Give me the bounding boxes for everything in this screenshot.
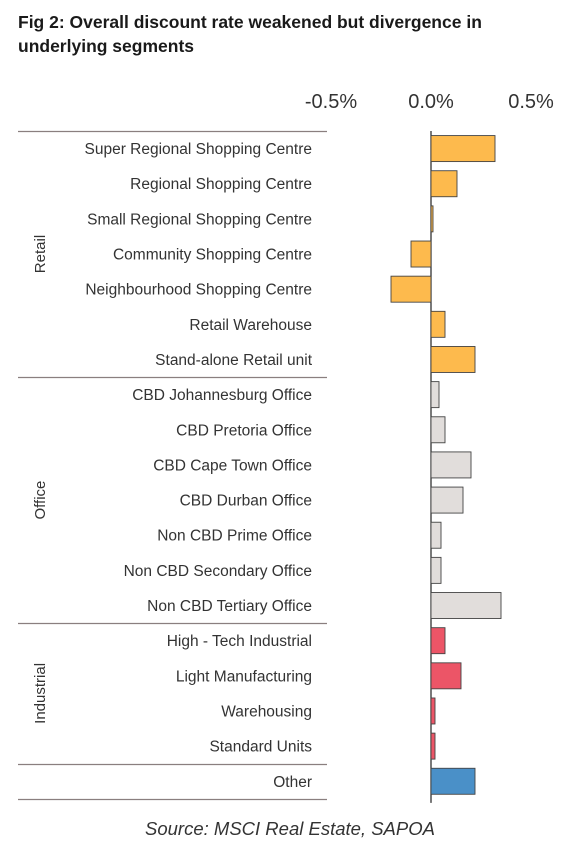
bar	[430, 521, 442, 549]
bar	[430, 556, 442, 584]
category-label: Community Shopping Centre	[113, 247, 312, 264]
bar	[430, 627, 446, 655]
bar	[430, 697, 436, 725]
source-note: Source: MSCI Real Estate, SAPOA	[145, 818, 435, 839]
bar	[410, 240, 432, 268]
bar	[430, 416, 446, 444]
category-label: CBD Durban Office	[180, 493, 312, 510]
bar	[390, 275, 432, 303]
bar	[430, 346, 476, 373]
bar	[430, 135, 496, 163]
bar	[430, 310, 446, 338]
category-label: CBD Cape Town Office	[153, 457, 312, 474]
category-label: Neighbourhood Shopping Centre	[85, 282, 312, 299]
bar	[430, 381, 440, 409]
category-label: Non CBD Tertiary Office	[147, 598, 312, 615]
x-tick-label: -0.5%	[305, 91, 357, 113]
category-label: Super Regional Shopping Centre	[85, 141, 313, 158]
x-tick-label: 0.0%	[408, 91, 454, 113]
group-label: Retail	[32, 235, 49, 273]
x-tick-label: 0.5%	[508, 91, 554, 113]
bar	[430, 170, 458, 198]
category-label: Small Regional Shopping Centre	[87, 211, 312, 228]
category-label: Stand-alone Retail unit	[155, 352, 313, 369]
bar	[430, 732, 436, 760]
category-label: Regional Shopping Centre	[130, 176, 312, 193]
category-label: Standard Units	[209, 739, 312, 756]
bar	[430, 205, 434, 233]
bar	[430, 592, 502, 619]
category-label: CBD Johannesburg Office	[132, 387, 312, 404]
category-label: CBD Pretoria Office	[176, 422, 312, 439]
category-label: Warehousing	[221, 703, 312, 720]
bar	[430, 486, 464, 514]
bar	[430, 767, 476, 795]
group-label: Industrial	[32, 663, 49, 724]
category-label: Retail Warehouse	[189, 317, 312, 334]
group-label: Office	[32, 481, 49, 520]
category-label: Other	[273, 774, 312, 791]
category-label: Light Manufacturing	[176, 668, 312, 685]
category-label: Non CBD Secondary Office	[124, 563, 312, 580]
category-label: Non CBD Prime Office	[157, 528, 312, 545]
bar	[430, 451, 472, 479]
chart-title: Fig 2: Overall discount rate weakened bu…	[18, 12, 482, 56]
category-label: High - Tech Industrial	[167, 633, 312, 650]
bar	[430, 662, 462, 690]
